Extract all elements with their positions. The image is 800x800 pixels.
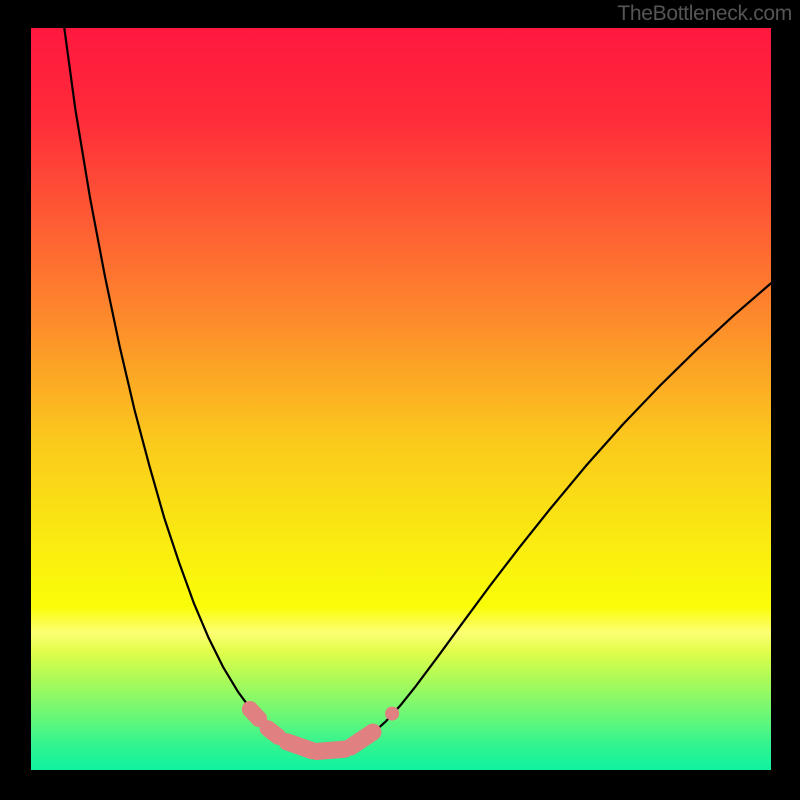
marker-capsule (250, 709, 259, 719)
marker-capsule (268, 728, 278, 736)
plot-frame (0, 0, 800, 800)
plot-area (31, 28, 771, 770)
watermark-text: TheBottleneck.com (617, 2, 792, 26)
plot-svg (31, 28, 771, 770)
marker-capsule (317, 749, 345, 751)
gradient-background (31, 28, 771, 770)
marker-dot (385, 707, 399, 721)
